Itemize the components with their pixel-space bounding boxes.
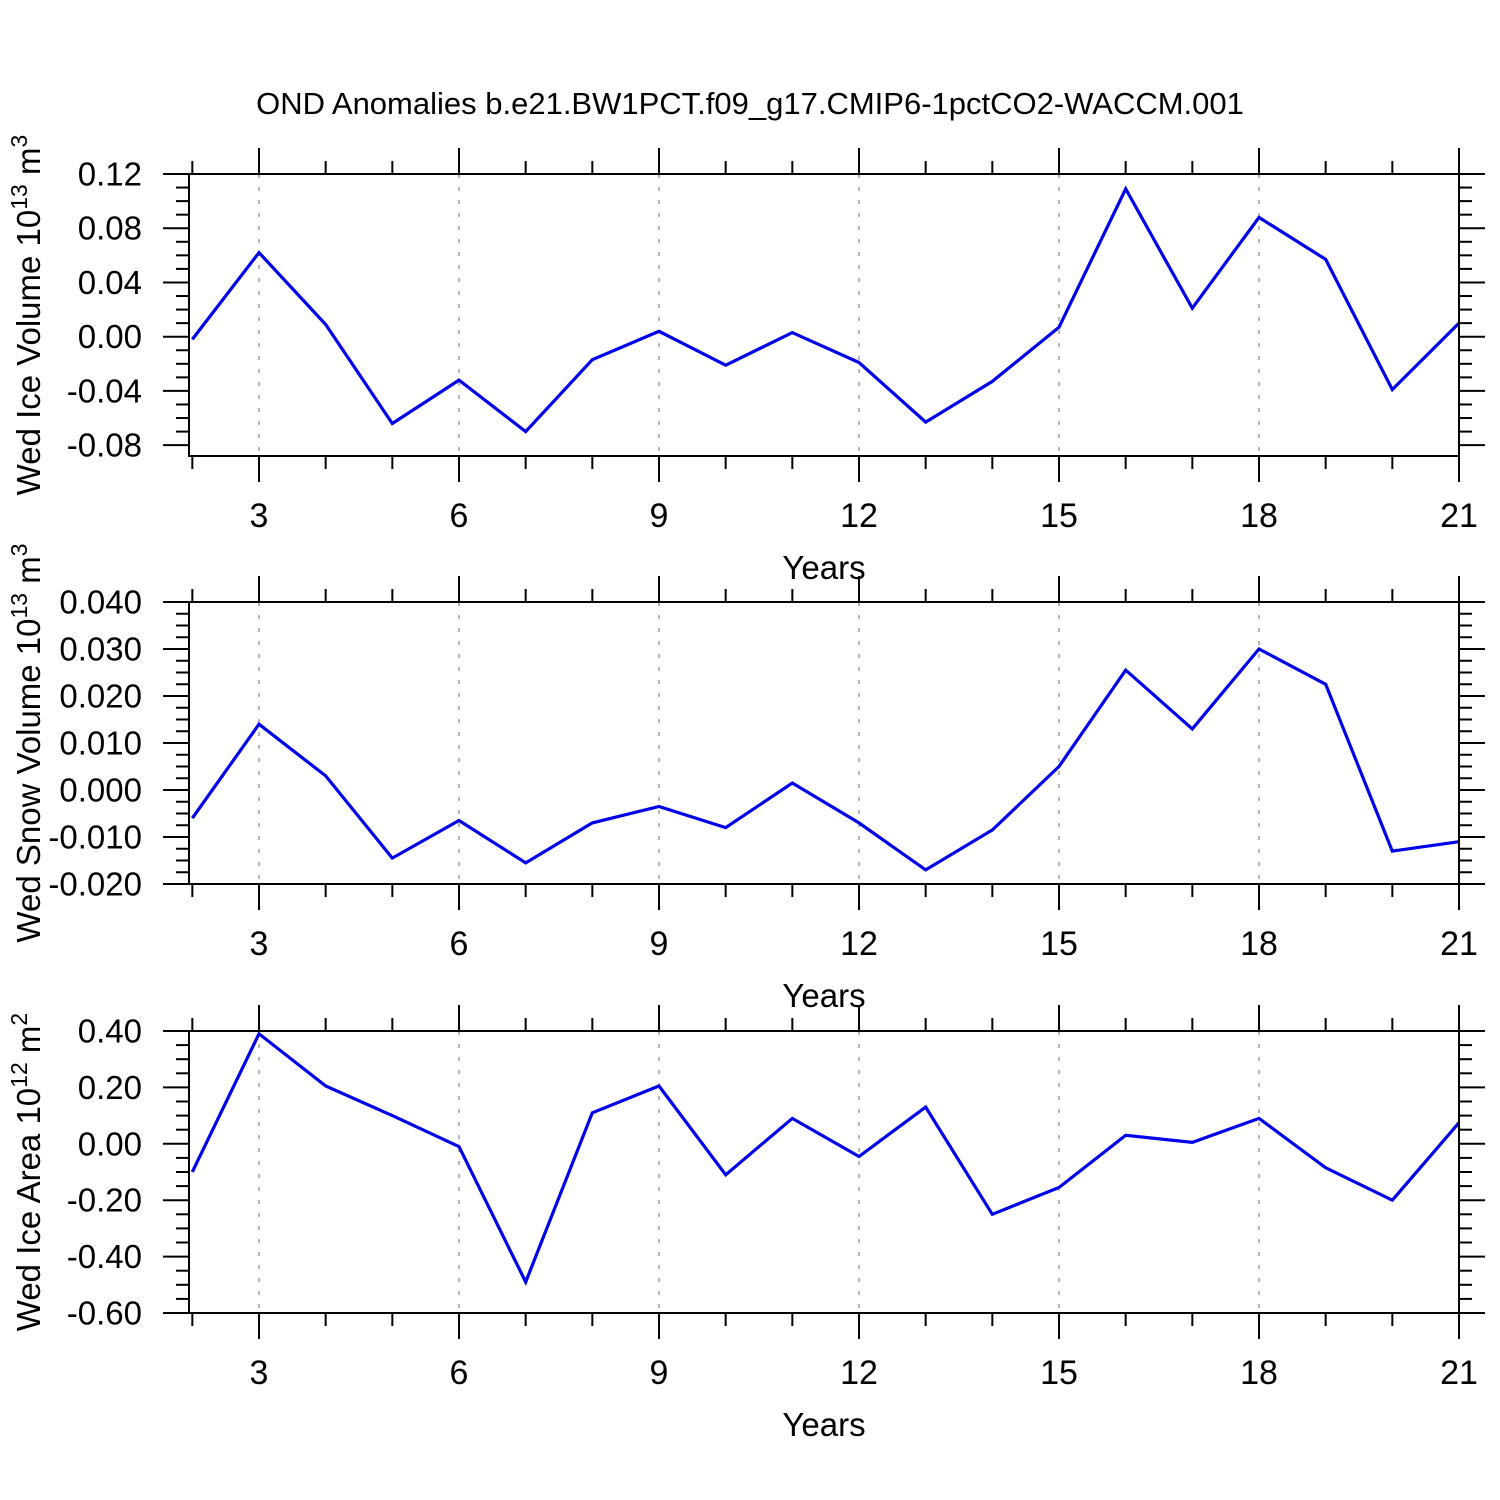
- x-tick-label: 6: [450, 1354, 469, 1392]
- x-tick-label: 15: [1040, 497, 1078, 535]
- y-axis-title: Wed Snow Volume 1013 m3: [6, 543, 47, 942]
- y-tick-label: 0.08: [78, 210, 142, 247]
- x-tick-label: 15: [1040, 925, 1078, 963]
- y-tick-label: -0.08: [67, 427, 142, 464]
- x-tick-label: 3: [250, 925, 269, 963]
- x-axis-title: Years: [782, 1406, 865, 1443]
- y-tick-label: 0.04: [78, 264, 142, 301]
- x-tick-label: 12: [840, 1354, 878, 1392]
- y-tick-label: -0.20: [67, 1182, 142, 1219]
- y-tick-label: 0.00: [78, 1125, 142, 1162]
- x-tick-label: 18: [1240, 1354, 1278, 1392]
- plot-border: [188, 173, 1460, 457]
- panel-snow-volume: 3 6 9 12 15 18 21 Years 0.040 0.030 0.020 0.010 0.00…: [6, 543, 1485, 1014]
- panel-ice-volume: 3 6 9 12 15 18 21 Years 0.12 0.08 0.04 0.00 -0.04 -0.…: [6, 135, 1485, 586]
- y-tick-label: 0.000: [59, 772, 142, 809]
- panel-ice-area: 3 6 9 12 15 18 21 Years 0.40 0.20 0.00 -0.20 -0.40 -0…: [6, 1005, 1485, 1443]
- x-tick-label: 15: [1040, 1354, 1078, 1392]
- x-tick-label: 18: [1240, 497, 1278, 535]
- x-tick-label: 3: [250, 497, 269, 535]
- y-tick-label: 0.010: [59, 725, 142, 762]
- x-tick-label: 6: [450, 925, 469, 963]
- data-line: [191, 185, 1461, 434]
- y-tick-label: 0.40: [78, 1013, 142, 1050]
- x-tick-label: 21: [1440, 925, 1478, 963]
- x-axis-title: Years: [782, 977, 865, 1014]
- x-tick-label: 6: [450, 497, 469, 535]
- y-tick-label: 0.20: [78, 1069, 142, 1106]
- y-tick-label: 0.12: [78, 156, 142, 193]
- y-tick-label: 0.030: [59, 631, 142, 668]
- y-tick-label: 0.00: [78, 318, 142, 355]
- x-tick-label: 3: [250, 1354, 269, 1392]
- y-tick-label: -0.60: [67, 1295, 142, 1332]
- y-axis-title: Wed Ice Volume 1013 m3: [6, 135, 47, 496]
- y-tick-label: 0.020: [59, 678, 142, 715]
- y-tick-label: -0.020: [48, 866, 142, 903]
- plot-border: [188, 1030, 1460, 1314]
- x-tick-label: 12: [840, 925, 878, 963]
- x-tick-label: 21: [1440, 497, 1478, 535]
- x-tick-label: 9: [650, 925, 669, 963]
- x-tick-label: 21: [1440, 1354, 1478, 1392]
- y-tick-label: 0.040: [59, 584, 142, 621]
- figure-title: OND Anomalies b.e21.BW1PCT.f09_g17.CMIP6…: [256, 86, 1244, 121]
- y-tick-label: -0.010: [48, 819, 142, 856]
- data-line: [190, 1031, 1461, 1286]
- x-axis-title: Years: [782, 549, 865, 586]
- x-tick-label: 9: [650, 497, 669, 535]
- data-line: [190, 646, 1460, 872]
- y-tick-label: -0.04: [67, 372, 142, 409]
- x-tick-label: 12: [840, 497, 878, 535]
- y-axis-title: Wed Ice Area 1012 m2: [6, 1013, 47, 1331]
- x-tick-label: 9: [650, 1354, 669, 1392]
- x-tick-label: 18: [1240, 925, 1278, 963]
- y-tick-label: -0.40: [67, 1238, 142, 1275]
